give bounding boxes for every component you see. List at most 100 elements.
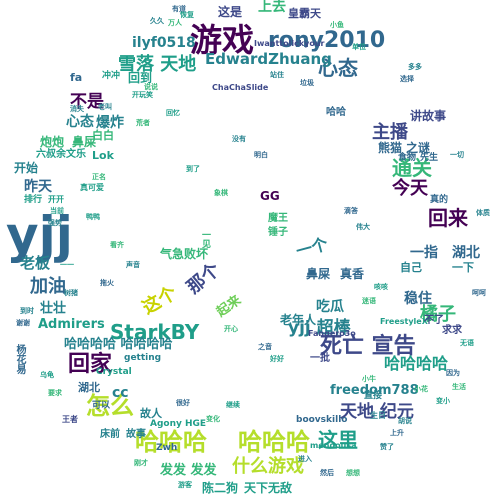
- word-zhenkeai: 真可爱: [80, 183, 104, 192]
- word-zuotian: 昨天: [24, 179, 52, 195]
- word-zhida: 直接: [364, 391, 383, 401]
- word-filler-5: 说说: [144, 83, 158, 91]
- word-filler-29: 多多: [408, 63, 422, 71]
- word-zhubo: 主播: [372, 122, 408, 143]
- word-filler-2: 有道: [172, 5, 186, 13]
- word-jiayou: 加油: [30, 276, 66, 297]
- word-filler-26: 因为: [446, 369, 460, 377]
- word-boovskillo: boovskillo: [296, 415, 348, 425]
- word-hubei: 湖北: [452, 245, 480, 261]
- word-zhuzi: 锤子: [268, 227, 288, 238]
- word-fangero: Fangero3o: [308, 329, 356, 338]
- word-juzi: 橘子: [420, 304, 456, 325]
- word-filler-28: 小花: [414, 385, 428, 393]
- word-chongchong: 冲冲: [102, 71, 121, 81]
- word-yijian: 一见: [200, 230, 210, 248]
- word-getting: getting: [124, 353, 162, 363]
- word-xintai-1: 心态: [318, 56, 358, 80]
- word-tongguan: 通关: [392, 156, 432, 180]
- word-chen-ergou: 陈二狗: [202, 481, 239, 495]
- word-filler-53: 伟大: [356, 223, 370, 231]
- word-xueluo-tiandi: 雪落 天地: [118, 54, 197, 75]
- word-filler-52: 象棋: [214, 189, 228, 197]
- word-shiwu: 食物: [398, 153, 417, 163]
- word-cc: cc: [112, 385, 129, 401]
- word-zhende: 真的: [430, 195, 449, 205]
- word-shenme-youxi: 什么游戏: [232, 456, 304, 477]
- word-filler-24: 开心: [224, 325, 238, 333]
- word-filler-42: 呵呵: [472, 289, 486, 297]
- word-filler-44: 生活: [452, 383, 466, 391]
- word-baozha: 爆炸: [96, 115, 124, 131]
- word-bule: 不了: [424, 315, 444, 326]
- word-filler-16: 刚才: [134, 459, 148, 467]
- word-filler-15: 游客: [178, 481, 192, 489]
- word-zheshi: 这是: [218, 5, 243, 19]
- word-qiuqiu: 求求: [442, 325, 462, 336]
- word-zhenxiang: 真香: [340, 267, 365, 281]
- word-yangfan: 杨花易: [14, 344, 25, 374]
- word-ziji: 自己: [400, 261, 422, 274]
- word-filler-33: 站住: [270, 71, 284, 79]
- word-paopao: 炮炮: [40, 135, 65, 149]
- word-filler-54: 滴答: [344, 207, 358, 215]
- word-filler-60: 迷语: [362, 297, 376, 305]
- word-qilai: 起来: [214, 292, 244, 321]
- word-filler-34: 垃圾: [300, 79, 314, 87]
- word-filler-58: 拖火: [100, 279, 114, 287]
- word-siwang-xuangao: 死亡 宣告: [320, 334, 416, 359]
- word-filler-57: 声音: [126, 261, 140, 269]
- word-filler-27: 变小: [436, 397, 450, 405]
- word-filler-40: 要求: [48, 389, 62, 397]
- word-mendousa: mendousa: [310, 441, 357, 450]
- word-paxing: 排行: [24, 195, 43, 205]
- word-chuangqian: 床前: [100, 429, 120, 440]
- word-yjj: yjj: [6, 206, 73, 264]
- word-filler-31: 单位: [352, 43, 366, 51]
- word-liuwan: 六叔余文乐: [36, 149, 86, 160]
- word-bipi-2: 鼻屎: [306, 267, 331, 281]
- word-kaishi: 开始: [14, 161, 39, 175]
- word-filler-30: 选择: [400, 75, 414, 83]
- word-wending: 稳住: [404, 291, 432, 307]
- word-filler-7: 老叫: [98, 103, 112, 111]
- word-tianxia-wudi: 天下无敌: [244, 481, 293, 495]
- word-filler-13: 想想: [346, 469, 360, 477]
- word-filler-32: 小鱼: [330, 21, 344, 29]
- word-filler-6: 开玩笑: [132, 91, 153, 99]
- word-gushi: 故事: [126, 429, 146, 440]
- word-zhege: 这个: [138, 282, 181, 319]
- word-mowang: 魔王: [268, 213, 288, 224]
- word-filler-20: 正名: [92, 173, 106, 181]
- word-fa: fa: [70, 71, 83, 84]
- word-zenme: 怎么: [86, 392, 134, 420]
- word-agony: Agony HGE: [150, 419, 207, 429]
- word-hahahahahaha: 哈哈哈哈 哈哈哈哈: [64, 337, 173, 352]
- word-filler-50: 明白: [254, 151, 268, 159]
- word-haha: 哈哈: [326, 107, 346, 118]
- word-huidao: 回到: [128, 71, 153, 85]
- word-filler-23: 好好: [270, 355, 284, 363]
- word-filler-8: 当前: [50, 207, 64, 215]
- word-zheli: 这里: [318, 428, 358, 452]
- word-filler-19: 一一: [60, 261, 74, 269]
- word-filler-45: 赞了: [380, 443, 394, 451]
- word-shangqu: 上去: [258, 0, 286, 15]
- word-filler-22: 之音: [258, 343, 272, 351]
- word-hahaha-1: 哈哈哈: [135, 428, 207, 456]
- word-chigua: 吃瓜: [316, 299, 344, 315]
- word-filler-48: 变化: [206, 415, 220, 423]
- word-filler-51: 到了: [186, 165, 200, 173]
- word-nage: 那个: [183, 259, 225, 299]
- word-filler-36: 荒者: [136, 119, 150, 127]
- word-zhimi: 之谜: [406, 141, 431, 155]
- word-keyi: 可以: [92, 401, 111, 411]
- word-filler-9: 强势: [48, 219, 62, 227]
- word-ilyf: ilyf0518: [132, 35, 196, 51]
- word-huilai: 回来: [428, 206, 468, 230]
- word-huangbatian: 皇霸天: [288, 7, 321, 20]
- word-filler-12: 然后: [320, 469, 334, 477]
- word-crystal: Crystal: [96, 367, 132, 377]
- word-guren: 故人: [140, 407, 162, 420]
